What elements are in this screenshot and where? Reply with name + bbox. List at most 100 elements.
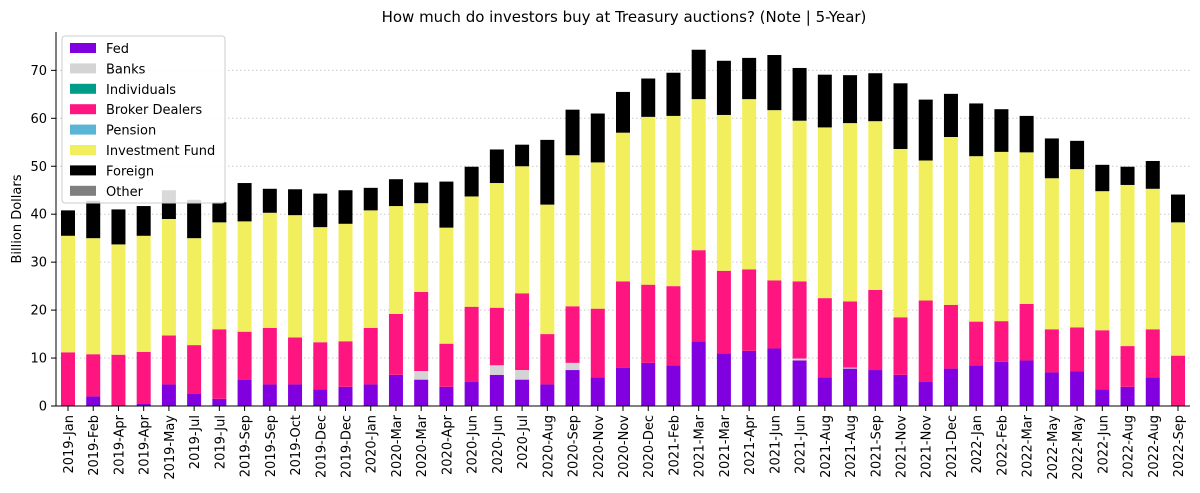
bar-segment [1171, 222, 1185, 356]
y-tick-label: 20 [30, 304, 47, 319]
x-tick-label: 2020-Nov [592, 415, 607, 478]
bar-segment [363, 187, 378, 211]
x-tick-label: 2021-Sep [869, 415, 884, 477]
legend-swatch [70, 165, 96, 176]
bar-segment [540, 139, 555, 205]
bar-segment [237, 221, 252, 332]
bar-segment [590, 113, 605, 163]
bar-segment [464, 166, 479, 197]
bar-segment [565, 306, 580, 363]
bar-segment [1145, 160, 1160, 189]
legend-swatch [70, 43, 96, 53]
bar-segment [237, 183, 252, 222]
bar-stack [1095, 164, 1110, 406]
bar-segment [1095, 389, 1110, 406]
bar-stack [590, 113, 605, 406]
bar-segment [792, 67, 807, 121]
bar-segment [843, 367, 858, 369]
bar-segment [691, 250, 706, 342]
bar-segment [616, 367, 630, 406]
bar-segment [136, 351, 151, 404]
bar-stack [616, 91, 630, 406]
bar-segment [414, 203, 429, 292]
bar-segment [1019, 115, 1034, 153]
bar-segment [590, 308, 605, 378]
bar-segment [262, 188, 277, 213]
bar-segment [515, 370, 530, 380]
bar-segment [1120, 346, 1135, 387]
bar-segment [565, 370, 580, 406]
bar-stack [212, 202, 227, 406]
bar-segment [1070, 140, 1085, 170]
bar-segment [187, 199, 202, 239]
x-tick-label: 2022-Sep [1172, 415, 1187, 477]
bar-segment [918, 160, 933, 301]
bar-stack [969, 103, 984, 406]
bar-segment [1070, 169, 1085, 328]
bar-stack [288, 189, 303, 406]
bar-segment [414, 370, 429, 380]
x-tick-label: 2019-Feb [87, 415, 102, 476]
x-tick-label: 2022-Mar [1021, 414, 1036, 477]
bar-segment [817, 377, 832, 406]
bar-segment [363, 327, 378, 385]
bar-segment [792, 360, 807, 406]
bar-segment [187, 394, 202, 406]
y-tick-label: 70 [30, 64, 47, 79]
bar-segment [817, 298, 832, 378]
bar-segment [262, 384, 277, 406]
bar-stack [414, 182, 429, 406]
bar-segment [969, 365, 984, 406]
bar-stacks [61, 49, 1185, 406]
bar-stack [1171, 194, 1185, 406]
x-tick-label: 2020-Mar [415, 414, 430, 477]
bar-segment [1044, 372, 1059, 406]
bar-segment [388, 206, 403, 314]
bar-segment [742, 350, 757, 406]
bar-segment [691, 49, 706, 100]
bar-segment [893, 317, 908, 375]
bar-segment [716, 60, 731, 115]
bar-segment [742, 269, 757, 351]
bar-segment [1095, 191, 1110, 331]
bar-segment [1095, 164, 1110, 192]
bar-segment [666, 72, 681, 116]
bar-segment [61, 210, 75, 236]
bar-segment [515, 166, 530, 294]
legend-label: Pension [106, 124, 156, 139]
x-tick-label: 2020-Apr [440, 414, 455, 475]
bar-segment [1120, 166, 1135, 185]
legend-label: Broker Dealers [106, 103, 202, 118]
legend-swatch [70, 124, 96, 135]
bar-segment [313, 389, 328, 406]
x-tick-label: 2021-Mar [718, 414, 733, 477]
bar-segment [1145, 377, 1160, 406]
bar-segment [918, 382, 933, 406]
bar-segment [439, 386, 454, 406]
x-tick-label: 2022-Feb [995, 415, 1010, 476]
chart-title: How much do investors buy at Treasury au… [382, 8, 867, 26]
bar-segment [489, 149, 504, 184]
bar-stack [237, 183, 252, 406]
legend-label: Individuals [106, 83, 176, 98]
x-tick-label: 2021-Aug [844, 415, 859, 478]
bar-stack [338, 190, 353, 406]
bar-segment [691, 99, 706, 251]
bar-stack [767, 55, 782, 406]
bar-segment [313, 193, 328, 228]
bar-segment [61, 352, 75, 406]
x-tick-label: 2020-Jun [466, 415, 481, 474]
bar-segment [1019, 360, 1034, 406]
x-tick-label: 2020-Dec [642, 415, 657, 478]
bar-segment [136, 206, 151, 236]
y-tick-label: 10 [30, 352, 47, 367]
bar-segment [918, 300, 933, 383]
bar-segment [616, 91, 630, 133]
bar-segment [868, 289, 883, 371]
legend: Fed Banks Individuals Broker Dealers Pension… [61, 35, 226, 204]
bar-stack [439, 181, 454, 406]
bar-segment [136, 403, 151, 406]
bar-segment [515, 144, 530, 167]
x-tick-label: 2021-Dec [945, 415, 960, 478]
